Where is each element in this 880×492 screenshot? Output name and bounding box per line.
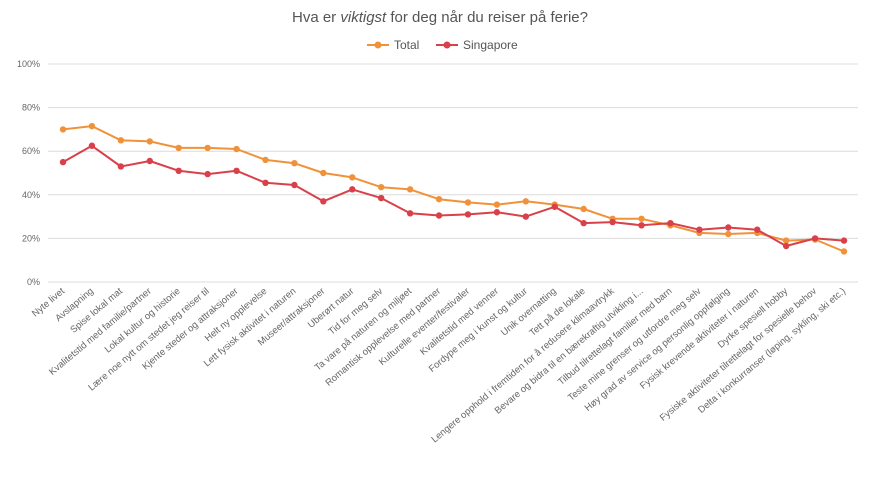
data-point: [349, 186, 356, 193]
series-line: [62, 144, 845, 247]
data-point: [262, 156, 269, 164]
data-point: [580, 219, 587, 227]
y-axis-ticks: 0% 20% 40% 60% 80% 100%: [17, 59, 40, 287]
data-point: [291, 181, 298, 189]
legend-item-singapore: Singapore: [436, 38, 518, 52]
chart-title: Hva er viktigst for deg når du reiser på…: [292, 9, 588, 26]
data-point: [233, 167, 240, 175]
data-point: [406, 186, 414, 193]
data-point: [406, 210, 414, 217]
data-point: [204, 170, 211, 178]
data-point: [782, 237, 790, 244]
series-layer: [59, 122, 848, 255]
data-point: [638, 222, 645, 229]
data-point: [146, 157, 153, 165]
legend-item-total: Total: [367, 38, 419, 52]
data-point: [464, 211, 472, 218]
data-point: [580, 205, 587, 213]
data-point: [493, 201, 501, 208]
data-point: [522, 213, 530, 220]
series-1: [59, 142, 848, 250]
data-point: [435, 195, 443, 203]
legend: Total Singapore: [367, 38, 518, 52]
y-tick-label: 40%: [22, 190, 40, 200]
y-tick-label: 60%: [22, 146, 40, 156]
data-point: [782, 242, 790, 250]
series-line: [62, 125, 845, 253]
data-point: [320, 198, 327, 205]
data-point: [696, 226, 703, 233]
data-point: [117, 163, 125, 170]
data-point: [175, 144, 182, 152]
data-point: [88, 142, 96, 149]
data-point: [609, 218, 616, 226]
series-0: [59, 122, 848, 255]
data-point: [638, 215, 645, 222]
data-point: [117, 137, 125, 144]
data-point: [725, 224, 732, 231]
data-point: [146, 138, 153, 145]
y-tick-label: 20%: [22, 233, 40, 243]
data-point: [754, 226, 761, 233]
legend-label-singapore: Singapore: [463, 38, 518, 52]
gridlines: [48, 63, 858, 283]
data-point: [493, 209, 501, 216]
data-point: [464, 199, 472, 206]
data-point: [551, 203, 558, 210]
data-point: [349, 174, 356, 181]
data-point: [435, 212, 443, 219]
data-point: [840, 237, 848, 244]
data-point: [175, 167, 182, 175]
data-point: [377, 183, 385, 191]
data-point: [667, 219, 674, 227]
y-tick-label: 80%: [22, 103, 40, 113]
data-point: [811, 235, 819, 242]
data-point: [204, 144, 211, 152]
y-tick-label: 0%: [27, 277, 40, 287]
data-point: [725, 230, 732, 238]
data-point: [377, 194, 385, 202]
y-tick-label: 100%: [17, 59, 40, 69]
data-point: [320, 169, 327, 177]
data-point: [88, 122, 96, 130]
data-point: [233, 145, 240, 153]
legend-label-total: Total: [394, 38, 419, 52]
data-point: [59, 126, 67, 133]
data-point: [840, 248, 848, 255]
data-point: [262, 179, 269, 187]
data-point: [291, 159, 298, 167]
data-point: [59, 158, 67, 166]
data-point: [522, 198, 530, 205]
